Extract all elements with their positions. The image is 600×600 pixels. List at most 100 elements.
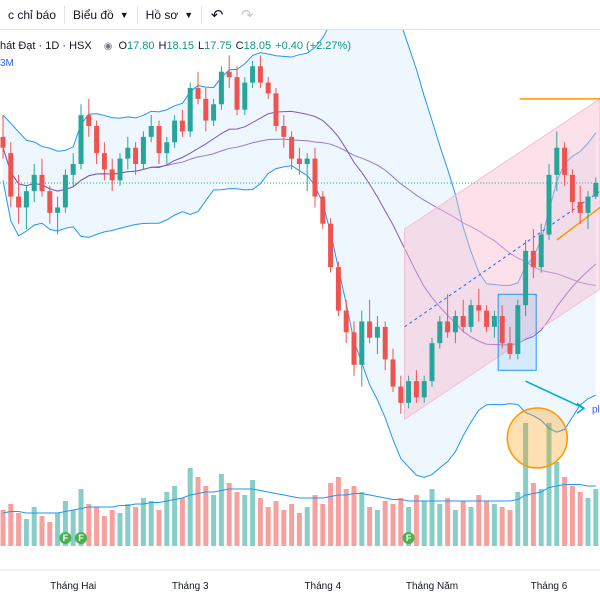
volume-bar: [585, 498, 591, 546]
toolbar-divider: [201, 5, 203, 24]
candle-body: [16, 196, 22, 208]
volume-bar: [343, 489, 349, 546]
chart-type-dropdown[interactable]: Biểu đồ ▼: [65, 0, 137, 30]
profile-dropdown[interactable]: Hồ sơ ▼: [138, 0, 201, 30]
indicators-label: c chỉ báo: [8, 7, 57, 22]
candle-body: [31, 174, 37, 192]
volume-bar: [468, 507, 474, 546]
candle-body: [367, 321, 373, 338]
volume-bar: [577, 492, 583, 546]
candle-body: [101, 153, 107, 170]
candle-body: [187, 88, 193, 132]
volume-bar: [23, 519, 29, 546]
volume-bar: [172, 486, 178, 546]
volume-bar: [47, 522, 53, 546]
candle-body: [569, 174, 575, 202]
bollinger-upper-line: [2, 30, 597, 286]
volume-bar: [234, 492, 240, 546]
candle-body: [390, 359, 396, 387]
redo-icon[interactable]: ↷: [240, 6, 254, 24]
volume-bar: [569, 486, 575, 546]
volume-bar: [312, 495, 318, 546]
volume-bar: [273, 501, 279, 546]
candle-body: [172, 120, 178, 143]
x-tick-label: Tháng Hai: [50, 581, 96, 592]
volume-bar: [421, 501, 427, 546]
candle-body: [273, 93, 279, 126]
high-label: H: [158, 40, 167, 52]
volume-bar: [554, 462, 560, 546]
close-label: C: [235, 40, 244, 52]
volume-bar: [257, 498, 263, 546]
volume-bar: [562, 477, 568, 546]
candle-body: [484, 310, 490, 327]
change-value: +0.40 (+2.27%): [275, 40, 351, 52]
volume-bar: [31, 507, 37, 546]
candle-body: [320, 196, 326, 224]
candle-body: [179, 120, 185, 132]
candle-body: [94, 126, 100, 154]
x-tick-label: Tháng 6: [531, 581, 568, 592]
volume-bar: [211, 495, 217, 546]
candle-body: [133, 147, 139, 164]
candle-body: [23, 191, 29, 208]
volume-bar: [125, 504, 131, 546]
volume-bar: [484, 501, 490, 546]
volume-bar: [367, 507, 373, 546]
volume-bar: [374, 510, 380, 546]
candle-body: [398, 386, 404, 403]
event-marker-icon: [402, 532, 415, 544]
volume-bar: [117, 513, 123, 546]
candle-body: [289, 136, 295, 159]
volume-bar: [523, 423, 529, 546]
volume-bar: [499, 507, 505, 546]
candle-body: [281, 126, 287, 137]
volume-bar: [390, 504, 396, 546]
candle-body: [55, 207, 61, 213]
volume-bar: [335, 477, 341, 546]
candle-body: [250, 66, 256, 83]
candle-body: [429, 343, 435, 382]
open-label: O: [118, 40, 127, 52]
volume-bar: [413, 495, 419, 546]
candle-body: [39, 174, 45, 192]
volume-bar: [16, 513, 22, 546]
symbol-title[interactable]: hát Đạt · 1D · HSX: [0, 40, 92, 52]
candle-body: [195, 88, 201, 99]
volume-bar: [62, 501, 68, 546]
volume-bar: [86, 504, 92, 546]
low-value: 17.75: [204, 40, 232, 52]
volume-bar: [78, 489, 84, 546]
volume-bar: [140, 498, 146, 546]
candle-body: [109, 169, 115, 181]
volume-bar: [281, 510, 287, 546]
candle-body: [499, 316, 505, 344]
candle-body: [148, 126, 154, 137]
candle-body: [8, 153, 14, 197]
volume-bar: [8, 504, 14, 546]
undo-icon[interactable]: ↶: [210, 6, 224, 24]
indicators-button[interactable]: c chỉ báo: [0, 0, 64, 30]
candle-body: [546, 174, 552, 235]
candle-body: [530, 250, 536, 268]
candle-body: [413, 381, 419, 398]
candle-body: [452, 316, 458, 333]
channel-midline: [404, 190, 600, 328]
candle-body: [86, 115, 92, 126]
support-line: [556, 206, 600, 241]
volume-bar: [452, 510, 458, 546]
candle-body: [491, 316, 497, 327]
chevron-down-icon: ▼: [184, 9, 194, 20]
candle-body: [226, 71, 232, 78]
candle-body: [70, 164, 76, 175]
volume-bar: [296, 513, 302, 546]
candle-body: [296, 158, 302, 164]
eye-icon[interactable]: ◉: [103, 40, 113, 52]
volume-label: 3M: [0, 58, 14, 69]
candle-body: [374, 326, 380, 338]
volume-bar: [546, 423, 552, 546]
candle-body: [507, 343, 513, 354]
volume-bar: [195, 477, 201, 546]
volume-bar: [94, 507, 100, 546]
